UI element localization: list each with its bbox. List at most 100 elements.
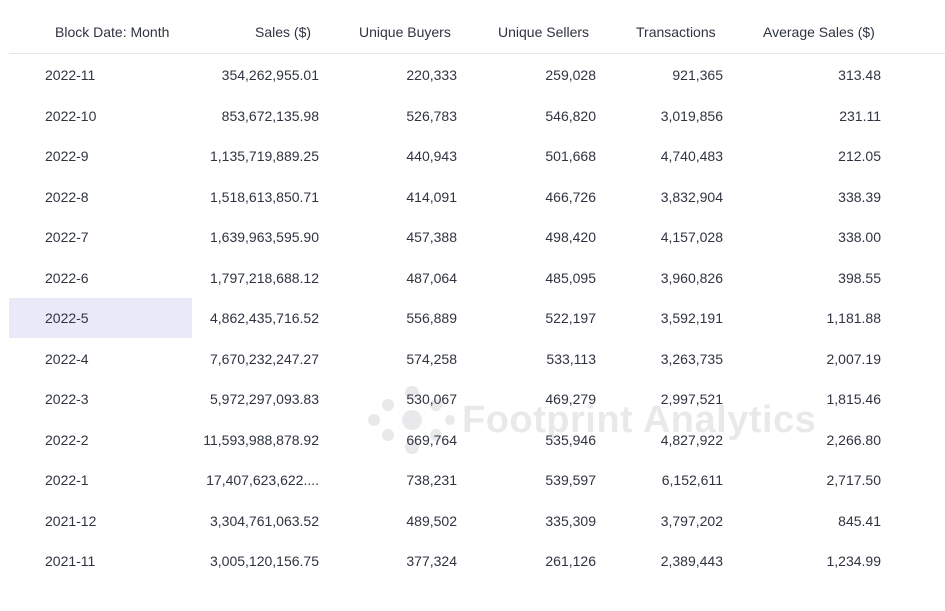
cell-sales: 354,262,955.01 <box>221 67 319 83</box>
table-row[interactable]: 2022-4 7,670,232,247.27 574,258 533,113 3,26… <box>9 339 945 379</box>
cell-average-sales: 2,266.80 <box>826 431 882 448</box>
cell-sales: 11,593,988,878.92 <box>203 431 319 448</box>
table-row[interactable]: 2022-2 11,593,988,878.92 669,764 535,946 4,8… <box>9 420 945 460</box>
cell-unique-sellers: 533,113 <box>546 350 596 367</box>
cell-unique-buyers: 377,324 <box>406 553 457 569</box>
cell-transactions: 2,997,521 <box>660 391 723 407</box>
cell-unique-buyers: 440,943 <box>406 148 457 164</box>
cell-transactions: 3,263,735 <box>660 350 723 367</box>
cell-average-sales: 398.55 <box>838 269 881 286</box>
cell-transactions: 3,797,202 <box>660 512 723 529</box>
table-row[interactable]: 2022-8 1,518,613,850.71 414,091 466,726 3,83… <box>9 177 945 217</box>
cell-sales: 1,135,719,889.25 <box>210 148 319 164</box>
cell-unique-sellers: 535,946 <box>545 431 596 448</box>
cell-sales: 1,518,613,850.71 <box>210 188 319 205</box>
table-row[interactable]: 2022-11 354,262,955.01 220,333 259,028 921,3… <box>9 55 945 95</box>
table-row[interactable]: 2022-3 5,972,297,093.83 530,067 469,279 2,99… <box>9 379 945 419</box>
cell-month: 2022-2 <box>45 431 89 448</box>
table-row[interactable]: 2022-5 4,862,435,716.52 556,889 522,197 3,59… <box>9 298 945 338</box>
cell-unique-buyers: 489,502 <box>406 512 457 529</box>
cell-transactions: 4,157,028 <box>660 229 723 245</box>
cell-transactions: 2,389,443 <box>660 553 723 569</box>
cell-sales: 7,670,232,247.27 <box>210 350 319 367</box>
cell-transactions: 4,740,483 <box>660 148 723 164</box>
cell-month: 2022-7 <box>45 229 89 245</box>
column-header-unique-buyers[interactable]: Unique Buyers <box>359 24 451 40</box>
cell-unique-sellers: 522,197 <box>545 310 596 326</box>
cell-unique-sellers: 498,420 <box>545 229 596 245</box>
row-highlight <box>9 298 192 338</box>
cell-average-sales: 313.48 <box>838 67 881 83</box>
cell-sales: 1,639,963,595.90 <box>210 229 319 245</box>
cell-unique-sellers: 539,597 <box>545 472 596 488</box>
table-row[interactable]: 2022-1 17,407,623,622.... 738,231 539,597 6,… <box>9 460 945 500</box>
cell-sales: 17,407,623,622.... <box>206 472 319 488</box>
cell-average-sales: 212.05 <box>838 148 881 164</box>
cell-average-sales: 338.39 <box>838 188 881 205</box>
table-row[interactable]: 2021-12 3,304,761,063.52 489,502 335,309 3,7… <box>9 501 945 541</box>
cell-sales: 4,862,435,716.52 <box>210 310 319 326</box>
cell-unique-buyers: 414,091 <box>406 188 457 205</box>
table-row[interactable]: 2022-7 1,639,963,595.90 457,388 498,420 4,15… <box>9 217 945 257</box>
cell-sales: 1,797,218,688.12 <box>210 269 319 286</box>
cell-average-sales: 2,007.19 <box>826 350 882 367</box>
cell-month: 2022-3 <box>45 391 89 407</box>
column-header-block-date[interactable]: Block Date: Month <box>55 24 170 40</box>
cell-transactions: 3,592,191 <box>660 310 723 326</box>
cell-transactions: 6,152,611 <box>661 472 723 488</box>
cell-unique-buyers: 526,783 <box>406 107 457 124</box>
table-row[interactable]: 2021-11 3,005,120,156.75 377,324 261,126 2,3… <box>9 541 945 581</box>
column-header-sales[interactable]: Sales ($) <box>255 24 312 40</box>
cell-sales: 3,304,761,063.52 <box>210 512 319 529</box>
cell-month: 2022-6 <box>45 269 89 286</box>
cell-unique-buyers: 738,231 <box>406 472 457 488</box>
cell-unique-buyers: 556,889 <box>406 310 457 326</box>
cell-unique-buyers: 220,333 <box>406 67 457 83</box>
cell-month: 2021-11 <box>45 553 96 569</box>
table-row[interactable]: 2022-9 1,135,719,889.25 440,943 501,668 4,74… <box>9 136 945 176</box>
cell-sales: 853,672,135.98 <box>221 107 319 124</box>
cell-unique-sellers: 469,279 <box>545 391 596 407</box>
cell-month: 2022-1 <box>45 472 89 488</box>
cell-average-sales: 1,181.88 <box>826 310 882 326</box>
cell-sales: 5,972,297,093.83 <box>210 391 319 407</box>
cell-transactions: 4,827,922 <box>660 431 723 448</box>
cell-unique-sellers: 466,726 <box>545 188 596 205</box>
cell-unique-sellers: 485,095 <box>545 269 596 286</box>
cell-unique-sellers: 259,028 <box>545 67 596 83</box>
cell-month: 2022-5 <box>45 310 89 326</box>
cell-average-sales: 338.00 <box>838 229 881 245</box>
cell-average-sales: 231.11 <box>839 107 881 124</box>
cell-average-sales: 845.41 <box>838 512 881 529</box>
cell-unique-sellers: 261,126 <box>545 553 596 569</box>
cell-month: 2022-10 <box>45 107 97 124</box>
table-row[interactable]: 2022-10 853,672,135.98 526,783 546,820 3,019… <box>9 96 945 136</box>
cell-sales: 3,005,120,156.75 <box>210 553 319 569</box>
cell-unique-sellers: 501,668 <box>545 148 596 164</box>
column-header-unique-sellers[interactable]: Unique Sellers <box>498 24 590 40</box>
cell-month: 2021-12 <box>45 512 97 529</box>
cell-unique-buyers: 457,388 <box>406 229 457 245</box>
cell-unique-sellers: 335,309 <box>545 512 596 529</box>
cell-transactions: 3,019,856 <box>660 107 723 124</box>
cell-month: 2022-11 <box>45 67 96 83</box>
cell-unique-buyers: 669,764 <box>406 431 457 448</box>
cell-unique-buyers: 574,258 <box>406 350 457 367</box>
cell-transactions: 3,832,904 <box>660 188 723 205</box>
cell-average-sales: 2,717.50 <box>826 472 882 488</box>
column-header-transactions[interactable]: Transactions <box>636 24 716 40</box>
cell-month: 2022-8 <box>45 188 89 205</box>
table-header: Block Date: Month Sales ($) Unique Buyer… <box>9 14 945 54</box>
cell-unique-buyers: 530,067 <box>406 391 457 407</box>
cell-month: 2022-4 <box>45 350 89 367</box>
column-header-average-sales[interactable]: Average Sales ($) <box>763 24 875 40</box>
table-row[interactable]: 2022-6 1,797,218,688.12 487,064 485,095 3,96… <box>9 258 945 298</box>
cell-unique-sellers: 546,820 <box>545 107 596 124</box>
cell-average-sales: 1,815.46 <box>826 391 882 407</box>
cell-average-sales: 1,234.99 <box>826 553 882 569</box>
cell-transactions: 921,365 <box>672 67 723 83</box>
cell-month: 2022-9 <box>45 148 89 164</box>
cell-unique-buyers: 487,064 <box>406 269 457 286</box>
cell-transactions: 3,960,826 <box>660 269 723 286</box>
